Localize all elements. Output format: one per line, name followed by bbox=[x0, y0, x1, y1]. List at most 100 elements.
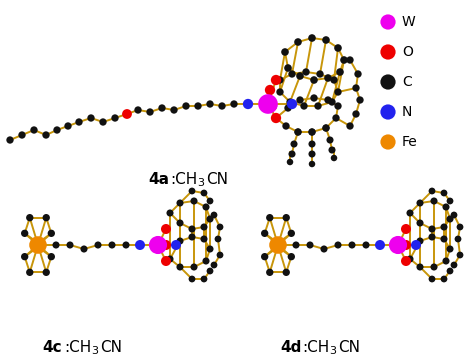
Point bbox=[308, 129, 316, 135]
Point bbox=[123, 111, 131, 117]
Point bbox=[190, 264, 198, 270]
Point bbox=[428, 234, 436, 240]
Point bbox=[30, 127, 38, 133]
Point bbox=[324, 97, 332, 103]
Point bbox=[320, 246, 328, 252]
Point bbox=[206, 101, 214, 107]
Point bbox=[111, 115, 119, 121]
Point bbox=[202, 258, 210, 264]
Point bbox=[302, 69, 310, 75]
Point bbox=[288, 231, 295, 236]
Point bbox=[176, 264, 184, 270]
Point bbox=[134, 107, 142, 113]
Text: 4a: 4a bbox=[148, 173, 169, 188]
Point bbox=[446, 216, 454, 222]
Point bbox=[52, 242, 60, 248]
Point bbox=[274, 240, 282, 246]
Point bbox=[310, 95, 318, 101]
Point bbox=[384, 19, 392, 25]
Point bbox=[166, 210, 174, 216]
Point bbox=[322, 37, 330, 43]
Point bbox=[406, 210, 414, 216]
Point bbox=[430, 198, 438, 204]
Point bbox=[53, 127, 61, 133]
Point bbox=[170, 107, 178, 113]
Point bbox=[34, 244, 42, 250]
Point bbox=[340, 57, 348, 63]
Point bbox=[194, 103, 202, 109]
Point bbox=[47, 254, 55, 260]
Point bbox=[182, 103, 190, 109]
Text: :CH: :CH bbox=[302, 341, 329, 355]
Point bbox=[66, 242, 74, 248]
Point bbox=[428, 276, 436, 282]
Point bbox=[450, 212, 458, 218]
Text: CN: CN bbox=[206, 173, 228, 188]
Point bbox=[274, 244, 282, 250]
Point bbox=[274, 242, 282, 248]
Point bbox=[206, 246, 214, 252]
Point bbox=[75, 119, 83, 125]
Point bbox=[162, 242, 170, 248]
Point bbox=[334, 45, 342, 51]
Point bbox=[214, 236, 222, 242]
Point bbox=[136, 242, 144, 248]
Text: O: O bbox=[402, 45, 413, 59]
Point bbox=[300, 103, 308, 109]
Point bbox=[176, 220, 184, 226]
Point bbox=[308, 35, 316, 41]
Point bbox=[412, 242, 420, 248]
Point bbox=[146, 109, 154, 115]
Point bbox=[328, 147, 336, 153]
Point bbox=[99, 119, 107, 125]
Text: CN: CN bbox=[338, 341, 360, 355]
Point bbox=[306, 242, 314, 248]
Point bbox=[188, 234, 196, 240]
Point bbox=[354, 71, 362, 77]
Point bbox=[428, 188, 436, 194]
Point bbox=[6, 137, 14, 143]
Point bbox=[346, 57, 354, 63]
Point bbox=[188, 188, 196, 194]
Point bbox=[286, 159, 294, 165]
Point bbox=[308, 129, 316, 135]
Text: N: N bbox=[402, 105, 412, 119]
Point bbox=[294, 39, 302, 45]
Point bbox=[21, 254, 28, 260]
Point bbox=[176, 238, 184, 244]
Point bbox=[384, 49, 392, 55]
Point bbox=[294, 129, 302, 135]
Point bbox=[261, 254, 268, 260]
Point bbox=[348, 242, 356, 248]
Text: 3: 3 bbox=[91, 346, 98, 356]
Point bbox=[188, 276, 196, 282]
Point bbox=[162, 258, 170, 264]
Point bbox=[272, 115, 280, 121]
Text: 3: 3 bbox=[329, 346, 336, 356]
Point bbox=[282, 123, 290, 129]
Point bbox=[26, 215, 34, 220]
Point bbox=[292, 242, 300, 248]
Point bbox=[376, 242, 384, 248]
Point bbox=[416, 220, 424, 226]
Point bbox=[43, 215, 50, 220]
Point bbox=[384, 79, 392, 85]
Point bbox=[200, 276, 208, 282]
Point bbox=[288, 101, 296, 107]
Point bbox=[326, 137, 334, 143]
Point bbox=[261, 231, 268, 236]
Point bbox=[394, 242, 402, 248]
Point bbox=[446, 198, 454, 204]
Point bbox=[336, 69, 344, 75]
Point bbox=[346, 123, 354, 129]
Point bbox=[276, 77, 284, 83]
Point bbox=[162, 226, 170, 232]
Point bbox=[416, 238, 424, 244]
Point bbox=[446, 268, 454, 274]
Point bbox=[288, 254, 295, 260]
Point bbox=[308, 151, 316, 157]
Point bbox=[266, 215, 273, 220]
Point bbox=[230, 101, 238, 107]
Point bbox=[352, 111, 360, 117]
Point bbox=[406, 256, 414, 262]
